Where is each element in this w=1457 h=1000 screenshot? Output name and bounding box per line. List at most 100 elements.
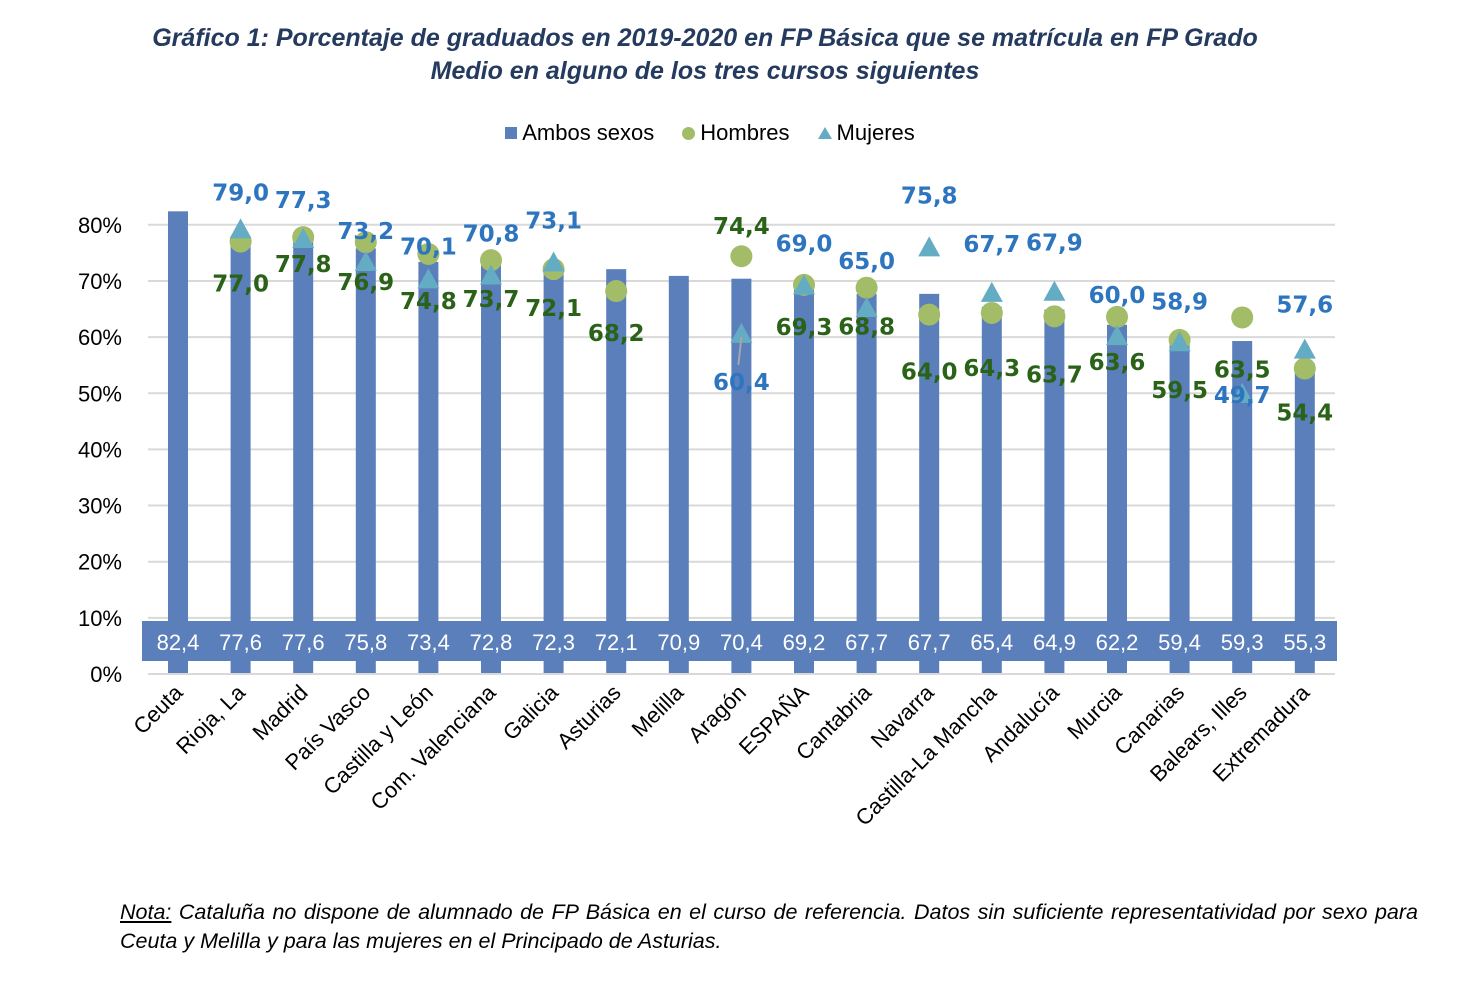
legend-item-mujeres: Mujeres	[817, 120, 915, 146]
bar	[168, 211, 188, 674]
mujeres-marker	[292, 227, 315, 248]
bar-value-label: 65,4	[970, 630, 1013, 655]
mujeres-marker	[354, 250, 377, 271]
bars-ambos-sexos	[168, 211, 1315, 674]
note-text: Cataluña no dispone de alumnado de FP Bá…	[120, 900, 1418, 953]
bar-value-label: 59,4	[1158, 630, 1201, 655]
legend-label: Hombres	[700, 120, 790, 145]
mujeres-marker	[980, 281, 1003, 302]
bar-value-label: 77,6	[282, 630, 325, 655]
hombres-data-label: 68,8	[838, 315, 895, 341]
x-tick-label: Melilla	[627, 679, 689, 741]
mujeres-marker	[542, 251, 565, 272]
mujeres-marker	[229, 218, 252, 239]
mujeres-marker	[417, 268, 440, 289]
bar	[481, 265, 501, 674]
x-tick-label: Rioja, La	[171, 679, 251, 759]
y-tick-label: 60%	[78, 325, 122, 350]
hombres-marker	[1231, 306, 1254, 329]
hombres-data-label: 64,0	[901, 360, 958, 386]
hombres-data-label: 54,4	[1276, 401, 1333, 427]
y-axis: 0% 10% 20% 30% 40% 50% 60% 70% 80%	[78, 213, 122, 687]
hombres-data-label: 68,2	[588, 321, 645, 347]
bar-value-label: 64,9	[1033, 630, 1076, 655]
hombres-data-label: 74,8	[400, 289, 457, 315]
x-tick-label: Ceuta	[128, 679, 188, 739]
mujeres-marker	[1231, 382, 1254, 403]
bar-value-label: 77,6	[219, 630, 262, 655]
bar-value-label: 62,2	[1096, 630, 1139, 655]
markers	[229, 218, 1316, 403]
y-tick-label: 20%	[78, 550, 122, 575]
x-tick-label: Castilla y León	[318, 680, 438, 800]
bar	[543, 268, 564, 674]
bar	[230, 238, 251, 674]
mujeres-data-label: 60,4	[713, 370, 770, 396]
chart-legend: Ambos sexos Hombres Mujeres	[0, 120, 1420, 146]
hombres-marker	[1293, 357, 1316, 380]
bar-value-label: 70,4	[720, 630, 763, 655]
mujeres-data-label: 69,0	[776, 232, 833, 258]
bar-value-label: 72,1	[595, 630, 638, 655]
hombres-data-label: 73,7	[463, 287, 520, 313]
bar-value-label: 82,4	[157, 630, 200, 655]
note-label: Nota:	[120, 900, 172, 924]
bar-label-band	[142, 621, 1337, 661]
hombres-data-label: 64,3	[963, 356, 1020, 382]
legend-item-ambos-sexos: Ambos sexos	[505, 120, 654, 146]
mujeres-marker	[793, 274, 815, 295]
bar	[794, 285, 814, 674]
mujeres-data-label: 70,1	[400, 234, 457, 260]
bar-value-label: 67,7	[845, 630, 888, 655]
hombres-marker	[480, 249, 502, 272]
y-tick-label: 30%	[78, 494, 122, 519]
mujeres-marker	[855, 297, 878, 318]
bar	[418, 261, 439, 674]
y-tick-label: 70%	[78, 269, 122, 294]
mujeres-marker	[1168, 331, 1191, 352]
legend-label: Mujeres	[836, 120, 915, 145]
legend-label: Ambos sexos	[522, 120, 655, 145]
bar-value-label: 70,9	[657, 630, 700, 655]
bar	[355, 248, 376, 674]
leader-line	[737, 336, 743, 365]
bar	[1107, 324, 1127, 674]
y-tick-label: 50%	[78, 381, 122, 406]
bar	[981, 306, 1002, 674]
mujeres-data-label: 79,0	[212, 180, 269, 206]
mujeres-data-label: 60,0	[1089, 283, 1146, 309]
mujeres-data-label: 73,1	[525, 209, 582, 235]
mujeres-data-label: 75,8	[901, 183, 958, 209]
bar-value-label: 75,8	[344, 630, 387, 655]
mujeres-data-label: 57,6	[1276, 293, 1333, 319]
hombres-data-label: 63,6	[1089, 350, 1146, 376]
mujeres-marker	[730, 322, 753, 343]
chart-note: Nota: Cataluña no dispone de alumnado de…	[120, 898, 1418, 956]
mujeres-data-label: 67,7	[963, 232, 1020, 258]
mujeres-data-label: 70,8	[463, 221, 520, 247]
hombres-marker	[855, 276, 878, 299]
hombres-data-label: 63,7	[1026, 362, 1083, 388]
mujeres-data-label: 65,0	[838, 249, 895, 275]
y-tick-label: 10%	[78, 606, 122, 631]
hombres-marker	[1043, 305, 1066, 328]
legend-triangle-icon	[817, 127, 832, 139]
mujeres-data-label: 58,9	[1151, 289, 1208, 315]
x-tick-label: Asturias	[552, 680, 626, 754]
bar	[856, 293, 877, 674]
bar-value-label: 73,4	[407, 630, 450, 655]
bar	[606, 269, 627, 674]
chart-title-line-1: Gráfico 1: Porcentaje de graduados en 20…	[152, 24, 1258, 52]
legend-circle-icon	[682, 126, 696, 140]
bar-value-label: 72,8	[470, 630, 513, 655]
hombres-marker	[1106, 305, 1128, 328]
y-tick-label: 40%	[78, 437, 122, 462]
bar	[919, 293, 940, 674]
hombres-data-label: 74,4	[713, 214, 770, 240]
bar	[668, 275, 689, 674]
mujeres-data-label: 73,2	[337, 219, 394, 245]
legend-item-hombres: Hombres	[682, 120, 790, 146]
y-tick-label: 0%	[90, 662, 122, 687]
